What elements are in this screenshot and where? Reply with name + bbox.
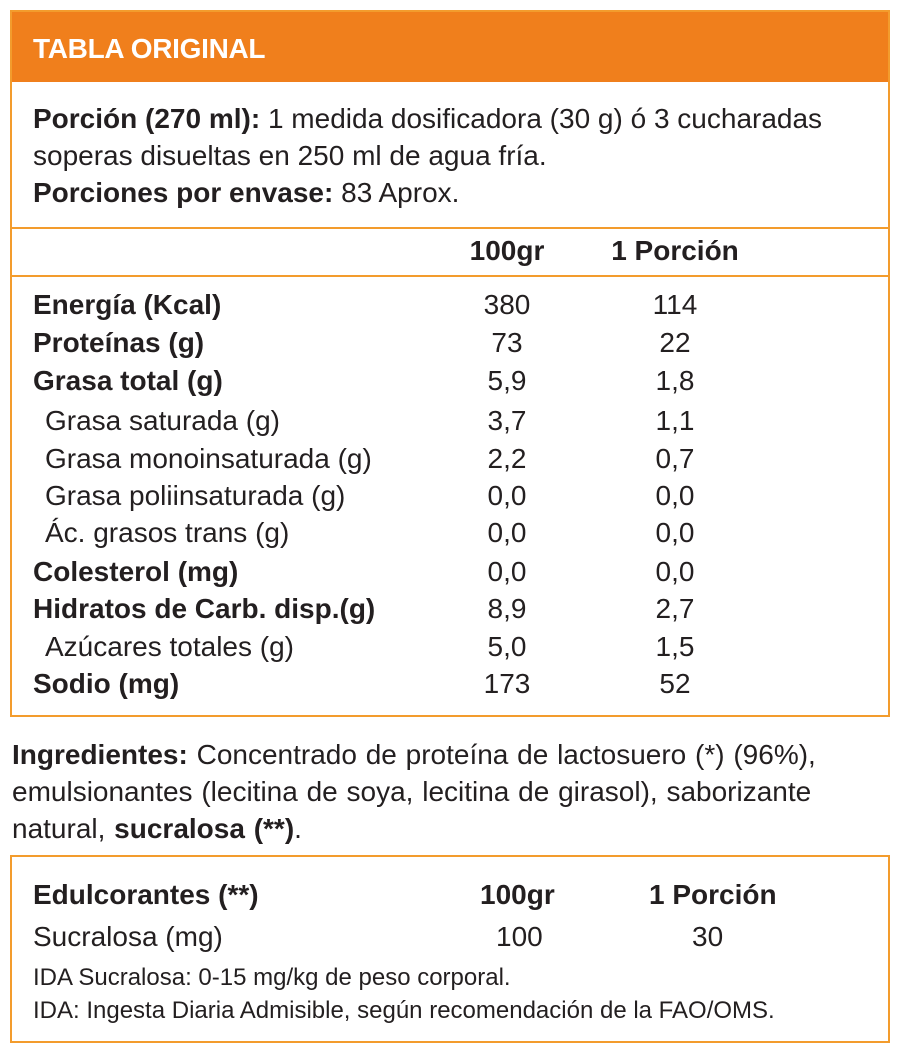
value-100gr: 0,0 xyxy=(487,517,527,548)
row-label: Energía (Kcal) xyxy=(33,289,222,320)
serving-size-description: 1 medida dosificadora (30 g) ó 3 cuchara… xyxy=(33,103,823,171)
ida-sucralose-note: IDA Sucralosa: 0-15 mg/kg de peso corpor… xyxy=(33,964,511,991)
divider xyxy=(12,275,888,277)
value-portion: 0,0 xyxy=(655,517,695,548)
value-100gr: 8,9 xyxy=(487,593,527,624)
sucralose-value-100gr: 100 xyxy=(496,921,543,952)
table-row: Grasa poliinsaturada (g) 0,0 0,0 xyxy=(12,477,888,514)
value-portion: 1,8 xyxy=(655,365,695,396)
ida-definition-note: IDA: Ingesta Diaria Admisible, según rec… xyxy=(33,997,775,1024)
ingredients-text: Ingredientes: Concentrado de proteína de… xyxy=(12,736,890,847)
row-label: Grasa total (g) xyxy=(33,365,223,396)
sweeteners-panel: Edulcorantes (**) 100gr 1 Porción Sucral… xyxy=(10,855,890,1043)
row-label: Ác. grasos trans (g) xyxy=(45,517,290,548)
value-100gr: 0,0 xyxy=(487,480,527,511)
row-label: Grasa monoinsaturada (g) xyxy=(45,443,372,474)
nutrition-table-panel: TABLA ORIGINAL Porción (270 ml): 1 medid… xyxy=(10,10,890,717)
table-row: Grasa monoinsaturada (g) 2,2 0,7 xyxy=(12,440,888,477)
table-row: Proteínas (g) 73 22 xyxy=(12,324,888,361)
sucralose-label: Sucralosa (mg) xyxy=(33,921,223,952)
ingredients-sweetener: sucralosa (**) xyxy=(114,813,295,844)
divider xyxy=(12,227,888,229)
value-100gr: 3,7 xyxy=(487,405,527,436)
value-portion: 1,1 xyxy=(655,405,695,436)
value-portion: 52 xyxy=(659,668,691,699)
servings-per-container-value: 83 Aprox. xyxy=(333,177,460,208)
table-row: Hidratos de Carb. disp.(g) 8,9 2,7 xyxy=(12,590,888,627)
table-row: Colesterol (mg) 0,0 0,0 xyxy=(12,553,888,590)
value-100gr: 2,2 xyxy=(487,443,527,474)
row-label: Grasa saturada (g) xyxy=(45,405,280,436)
value-100gr: 0,0 xyxy=(487,556,527,587)
table-row: Azúcares totales (g) 5,0 1,5 xyxy=(12,628,888,665)
table-row: Grasa total (g) 5,9 1,8 xyxy=(12,362,888,399)
row-label: Azúcares totales (g) xyxy=(45,631,294,662)
row-label: Sodio (mg) xyxy=(33,668,180,699)
ingredients-label: Ingredientes: xyxy=(12,739,188,770)
row-label: Colesterol (mg) xyxy=(33,556,239,587)
value-100gr: 5,0 xyxy=(487,631,527,662)
row-label: Grasa poliinsaturada (g) xyxy=(45,480,346,511)
serving-size-text: Porción (270 ml): 1 medida dosificadora … xyxy=(33,100,873,174)
sweeteners-title: Edulcorantes (**) xyxy=(33,879,259,910)
value-portion: 22 xyxy=(659,327,691,358)
value-portion: 0,0 xyxy=(655,480,695,511)
table-row: Ác. grasos trans (g) 0,0 0,0 xyxy=(12,514,888,551)
table-row: Sodio (mg) 173 52 xyxy=(12,665,888,702)
value-100gr: 380 xyxy=(483,289,531,320)
sucralose-value-portion: 30 xyxy=(692,921,724,952)
sweeteners-column-100gr: 100gr xyxy=(480,879,555,910)
row-label: Hidratos de Carb. disp.(g) xyxy=(33,593,376,624)
table-row: Energía (Kcal) 380 114 xyxy=(12,286,888,323)
sweeteners-column-portion: 1 Porción xyxy=(649,879,777,910)
value-100gr: 73 xyxy=(491,327,523,358)
servings-per-container-label: Porciones por envase: xyxy=(33,177,334,208)
value-100gr: 5,9 xyxy=(487,365,527,396)
ingredients-list: Concentrado de proteína de lactosuero (*… xyxy=(12,739,816,844)
table-title: TABLA ORIGINAL xyxy=(33,33,266,64)
column-header-100gr: 100gr xyxy=(469,235,545,266)
ingredients-end: . xyxy=(294,813,302,844)
value-portion: 2,7 xyxy=(655,593,695,624)
value-portion: 1,5 xyxy=(655,631,695,662)
table-row: Grasa saturada (g) 3,7 1,1 xyxy=(12,402,888,439)
value-portion: 0,0 xyxy=(655,556,695,587)
value-100gr: 173 xyxy=(483,668,531,699)
value-portion: 114 xyxy=(652,289,698,320)
column-header-portion: 1 Porción xyxy=(611,235,739,266)
serving-size-label: Porción (270 ml): xyxy=(33,103,261,134)
row-label: Proteínas (g) xyxy=(33,327,205,358)
table-header-bar: TABLA ORIGINAL xyxy=(12,12,888,82)
value-portion: 0,7 xyxy=(655,443,695,474)
servings-per-container: Porciones por envase: 83 Aprox. xyxy=(33,174,459,211)
